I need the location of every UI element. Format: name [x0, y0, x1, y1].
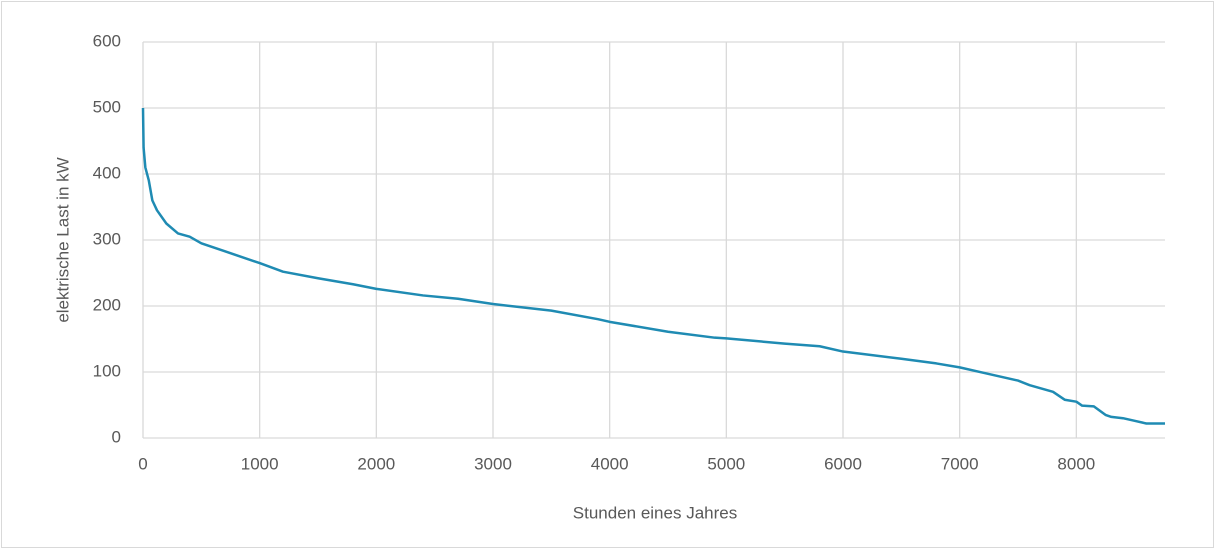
x-tick-label: 6000: [824, 454, 862, 473]
y-tick-label: 500: [93, 97, 121, 116]
y-tick-label: 0: [112, 427, 121, 446]
x-tick-label: 1000: [241, 454, 279, 473]
y-tick-label: 100: [93, 361, 121, 380]
x-tick-label: 7000: [941, 454, 979, 473]
x-tick-label: 3000: [474, 454, 512, 473]
y-tick-label: 400: [93, 163, 121, 182]
x-tick-label: 0: [138, 454, 147, 473]
y-tick-label: 300: [93, 229, 121, 248]
y-axis-title: elektrische Last in kW: [53, 157, 72, 322]
x-tick-label: 4000: [591, 454, 629, 473]
x-tick-label: 5000: [707, 454, 745, 473]
line: [141, 107, 1165, 425]
y-tick-label: 600: [93, 31, 121, 50]
x-axis-title: Stunden eines Jahres: [573, 503, 737, 522]
y-tick-label: 200: [93, 295, 121, 314]
x-tick-label: 2000: [357, 454, 395, 473]
x-tick-label: 8000: [1057, 454, 1095, 473]
